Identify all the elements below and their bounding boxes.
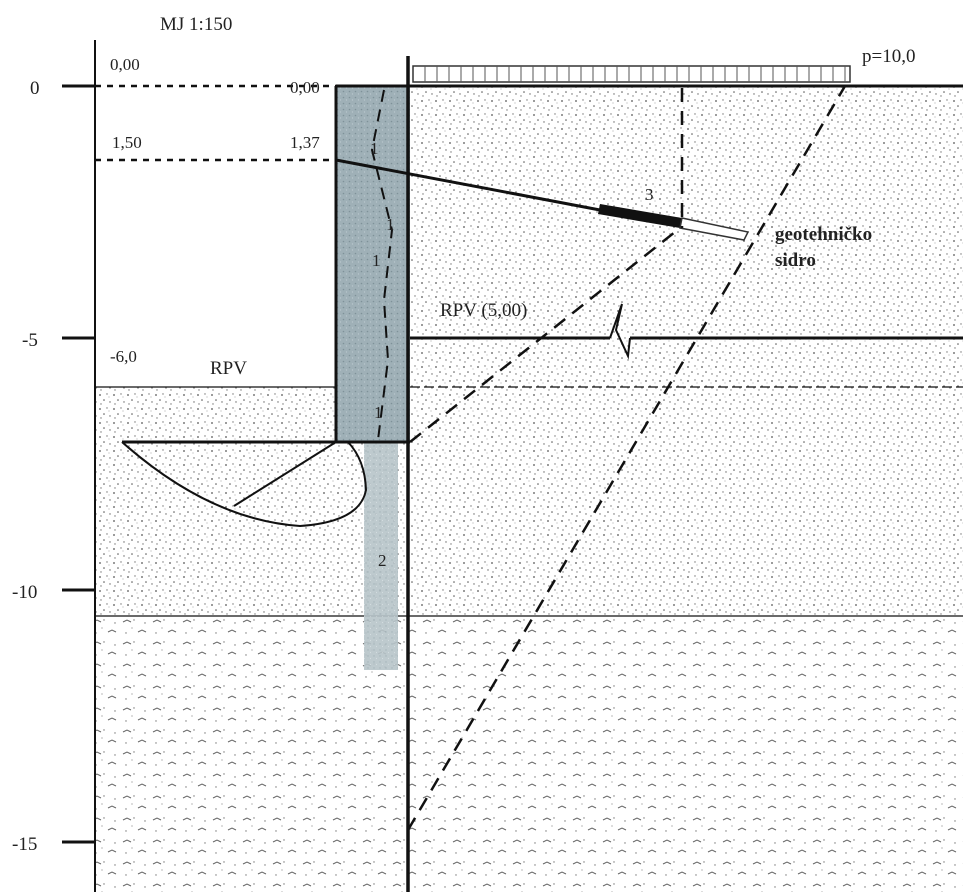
rpv-left-label: RPV	[210, 358, 247, 379]
depth-axis	[62, 40, 96, 892]
marker-1b: 1	[386, 215, 395, 234]
marker-3: 3	[645, 185, 654, 204]
level-top-wall: 0,00	[290, 78, 320, 97]
marker-1c: 1	[372, 251, 381, 270]
passive-wedge	[121, 441, 368, 528]
surcharge-load	[412, 65, 851, 83]
anchor-label-line1: geotehničko	[775, 224, 872, 245]
tick-minus-15: -15	[12, 834, 37, 855]
level-excavation: -6,0	[110, 347, 137, 366]
upper-sand-right	[410, 86, 963, 616]
tick-minus-5: -5	[22, 330, 38, 351]
marker-2: 2	[378, 551, 387, 570]
load-label: p=10,0	[862, 46, 915, 67]
rpv-right-label: RPV (5,00)	[440, 300, 527, 321]
anchor-label-line2: sidro	[775, 250, 816, 271]
tick-minus-10: -10	[12, 582, 37, 603]
wall-embedment	[364, 442, 398, 670]
ground-lines	[95, 84, 963, 617]
scale-label: MJ 1:150	[160, 14, 232, 35]
level-anchor: 1,50	[112, 133, 142, 152]
marker-1a: 1	[370, 139, 379, 158]
soil-layers	[95, 86, 963, 892]
level-anchor-head: 1,37	[290, 133, 320, 152]
tick-0: 0	[30, 78, 40, 99]
diaphragm-wall	[122, 56, 410, 892]
marker-1d: 1	[374, 403, 383, 422]
slip-lines	[406, 85, 847, 831]
lower-clay-layer	[95, 616, 963, 892]
level-top-left: 0,00	[110, 55, 140, 74]
ground-anchor	[335, 158, 750, 241]
